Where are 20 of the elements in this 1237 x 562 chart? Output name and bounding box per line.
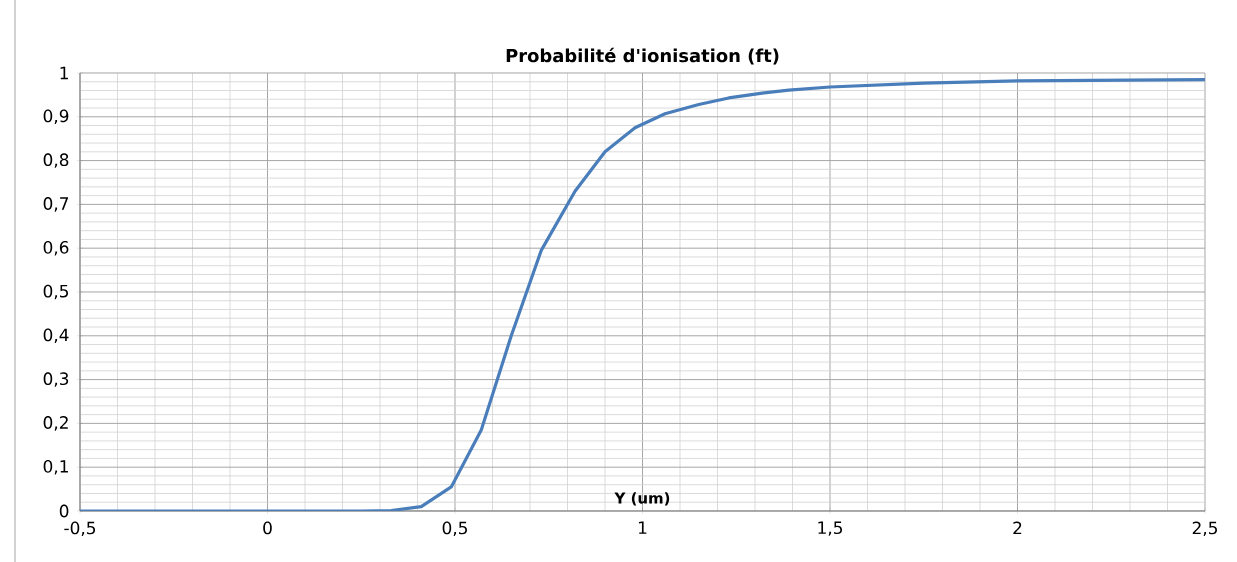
- y-tick-label: 0,9: [43, 109, 69, 125]
- x-axis-title: Y (um): [614, 492, 670, 506]
- y-tick-label: 0,2: [43, 416, 68, 431]
- chart-title: Probabilité d'ionisation (ft): [506, 47, 779, 65]
- x-tick-label: 0,5: [442, 521, 467, 537]
- y-tick-label: 0,7: [43, 197, 69, 212]
- x-tick-label: 0: [263, 521, 272, 535]
- y-tick-label: 0,3: [43, 372, 69, 387]
- x-tick-label: 2,5: [1192, 521, 1217, 537]
- x-tick-label: 1: [638, 521, 647, 534]
- x-tick-label: 2: [1013, 521, 1022, 535]
- y-tick-label: 1: [60, 66, 68, 80]
- y-tick-label: 0,1: [43, 459, 68, 475]
- y-tick-label: 0,5: [43, 284, 69, 300]
- y-tick-label: 0,4: [43, 328, 69, 344]
- y-tick-label: 0: [59, 504, 69, 518]
- x-tick-label: 1,5: [818, 521, 842, 536]
- y-tick-label: 0,6: [43, 240, 69, 256]
- y-tick-label: 0,8: [43, 153, 69, 168]
- x-tick-label: -0,5: [64, 521, 96, 537]
